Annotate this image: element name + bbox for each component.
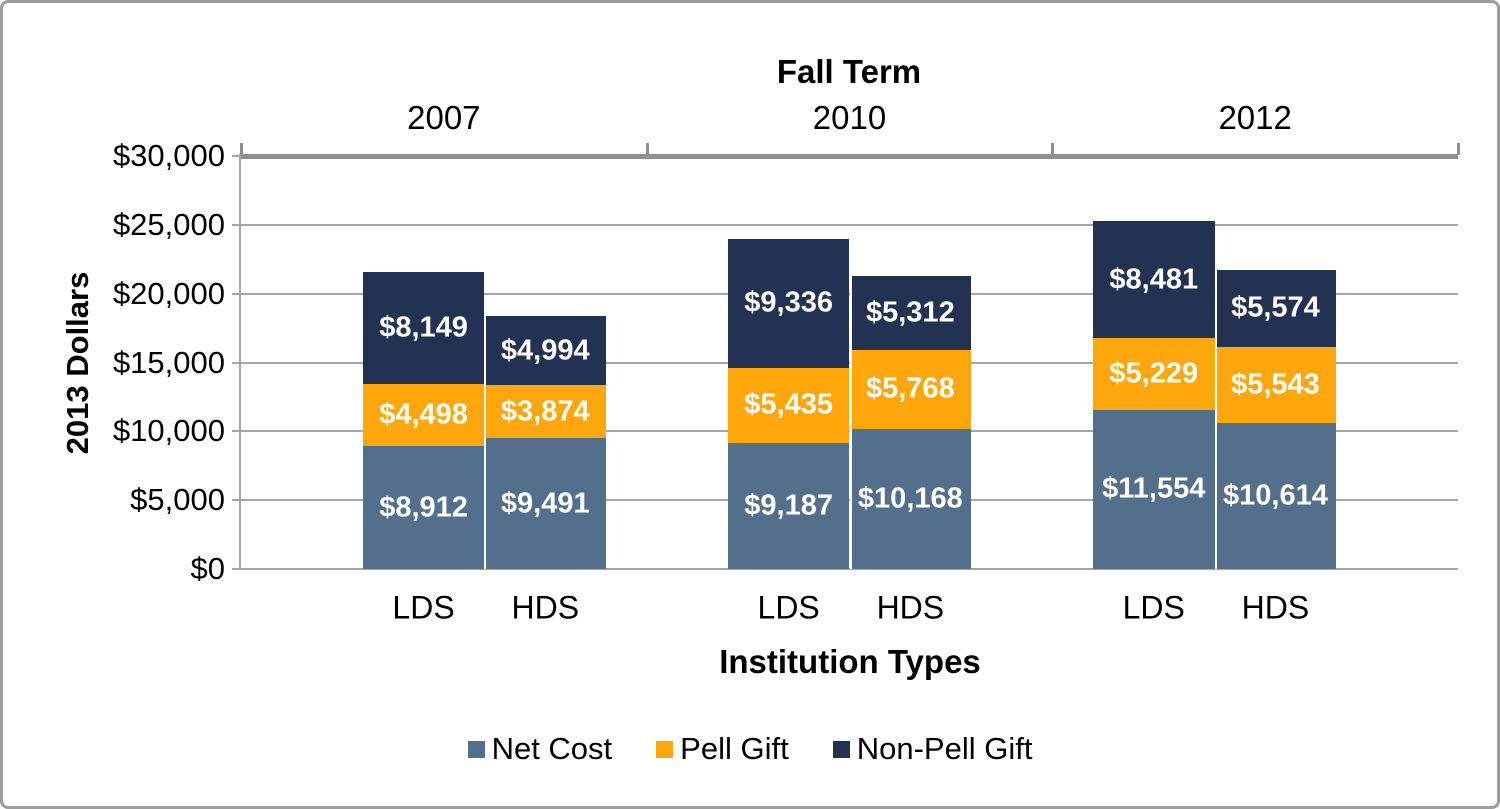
legend-swatch bbox=[832, 740, 850, 758]
y-axis-tick bbox=[232, 430, 241, 433]
bar-value-label: $9,336 bbox=[744, 286, 833, 319]
top-axis-line bbox=[241, 154, 1458, 159]
y-tick-label: $25,000 bbox=[112, 206, 225, 242]
gridline bbox=[241, 568, 1458, 570]
bar-value-label: $4,994 bbox=[500, 334, 590, 367]
legend-item-non-pell-gift: Non-Pell Gift bbox=[832, 731, 1033, 767]
legend-label: Net Cost bbox=[491, 731, 613, 766]
y-tick-label: $30,000 bbox=[112, 138, 225, 173]
bar-value-label: $8,149 bbox=[379, 311, 468, 344]
bar-value-label: $5,229 bbox=[1109, 357, 1199, 390]
bar-value-label: $5,768 bbox=[865, 372, 955, 405]
bar-segment-pell-gift bbox=[362, 384, 485, 447]
bar-segment-non-pell-gift bbox=[727, 239, 850, 368]
legend-label: Non-Pell Gift bbox=[856, 731, 1033, 766]
bar-value-label: $5,574 bbox=[1231, 291, 1320, 324]
bar-value-label: $10,168 bbox=[857, 482, 963, 515]
legend-label: Pell Gift bbox=[680, 731, 789, 766]
bar-segment-pell-gift bbox=[1214, 346, 1337, 423]
x-tick-label: LDS bbox=[392, 589, 455, 626]
bar-value-label: $5,435 bbox=[744, 388, 833, 421]
x-tick-label: HDS bbox=[1241, 589, 1310, 626]
y-tick-label: $0 bbox=[190, 551, 225, 586]
legend-swatch bbox=[467, 740, 485, 758]
bar-value-label: $10,614 bbox=[1223, 479, 1328, 512]
bar-segment-pell-gift bbox=[1092, 337, 1215, 410]
x-tick-label: HDS bbox=[876, 589, 945, 626]
bar-value-label: $8,912 bbox=[379, 491, 468, 524]
y-axis-tick bbox=[232, 568, 241, 570]
group-year-label: 2012 bbox=[1218, 99, 1292, 136]
bar-segment-net-cost bbox=[727, 442, 850, 569]
bar-segment-non-pell-gift bbox=[1214, 269, 1337, 347]
group-year-label: 2010 bbox=[812, 99, 887, 136]
y-tick-label: $20,000 bbox=[112, 275, 225, 311]
y-axis-tick bbox=[232, 499, 241, 502]
bar-value-label: $9,491 bbox=[500, 487, 590, 520]
legend-item-net-cost: Net Cost bbox=[467, 731, 613, 767]
y-axis-tick bbox=[232, 223, 241, 226]
bar-segment-pell-gift bbox=[727, 367, 850, 443]
y-axis-title: 2013 Dollars bbox=[60, 271, 95, 455]
y-tick-label: $10,000 bbox=[112, 413, 225, 449]
group-year-label: 2007 bbox=[407, 99, 481, 136]
x-tick-label: HDS bbox=[511, 589, 580, 626]
bar-segment-net-cost bbox=[1214, 422, 1337, 569]
bar-value-label: $9,187 bbox=[744, 489, 833, 522]
bar-value-label: $3,874 bbox=[500, 395, 590, 428]
x-tick-label: LDS bbox=[1122, 589, 1185, 626]
bar-value-label: $5,312 bbox=[865, 296, 955, 329]
chart-title: Fall Term bbox=[776, 53, 922, 90]
bar-segment-pell-gift bbox=[849, 349, 972, 429]
x-tick-label: LDS bbox=[757, 589, 820, 626]
y-axis-line bbox=[239, 154, 241, 570]
bar-segment-net-cost bbox=[849, 429, 972, 569]
top-axis-tick bbox=[1457, 143, 1460, 155]
bar-segment-net-cost bbox=[1092, 409, 1215, 569]
bar-segment-net-cost bbox=[362, 446, 485, 569]
y-axis-tick bbox=[232, 292, 241, 295]
legend-swatch bbox=[656, 740, 674, 758]
bar-segment-pell-gift bbox=[484, 385, 607, 439]
x-axis-title: Institution Types bbox=[719, 643, 981, 680]
y-tick-label: $15,000 bbox=[112, 344, 225, 380]
bar-value-label: $4,498 bbox=[379, 398, 468, 431]
top-axis-tick bbox=[240, 143, 243, 155]
top-axis-tick bbox=[645, 143, 649, 155]
bar-segment-non-pell-gift bbox=[1092, 221, 1215, 338]
bar-value-label: $11,554 bbox=[1102, 472, 1206, 505]
gridline bbox=[241, 223, 1458, 226]
top-axis-tick bbox=[1051, 143, 1055, 155]
bar-value-label: $5,543 bbox=[1231, 368, 1320, 401]
y-axis-tick bbox=[232, 361, 241, 364]
bar-value-label: $8,481 bbox=[1109, 263, 1199, 296]
legend-item-pell-gift: Pell Gift bbox=[656, 731, 789, 767]
bar-segment-non-pell-gift bbox=[484, 316, 607, 385]
y-tick-label: $5,000 bbox=[130, 482, 225, 518]
bar-segment-net-cost bbox=[484, 438, 607, 569]
y-axis-tick bbox=[232, 155, 241, 157]
legend: Net Cost Pell Gift Non-Pell Gift bbox=[3, 731, 1497, 767]
bar-segment-non-pell-gift bbox=[849, 276, 972, 350]
bar-segment-non-pell-gift bbox=[362, 272, 485, 385]
